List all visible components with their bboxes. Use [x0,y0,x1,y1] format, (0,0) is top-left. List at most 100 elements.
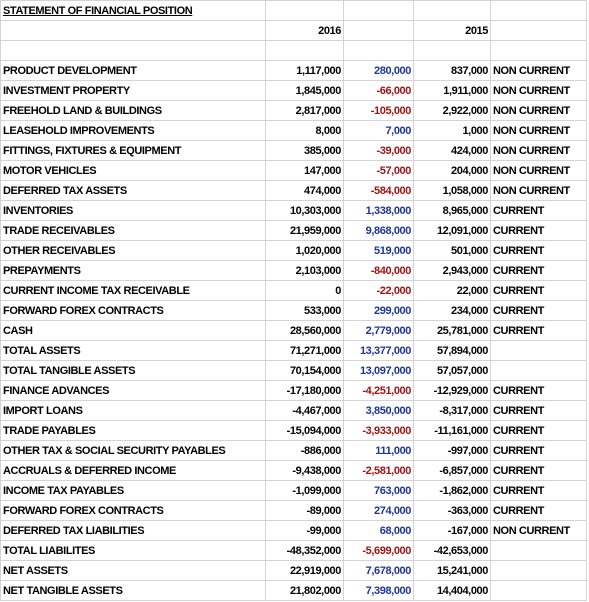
amount-2016: 385,000 [265,140,344,161]
table-row: TOTAL ASSETS 71,271,000 13,377,000 57,894,0… [0,340,587,361]
amount-2016: 533,000 [265,300,344,321]
table-row: INVESTMENT PROPERTY 1,845,000 -66,000 1,911… [0,80,587,101]
row-label: NET ASSETS [0,560,266,581]
classification: CURRENT [490,240,587,261]
amount-2015: -42,653,000 [413,540,491,561]
classification: CURRENT [490,220,587,241]
row-label: IMPORT LOANS [0,400,266,421]
amount-2015: 57,057,000 [413,360,491,381]
change: -39,000 [343,140,414,161]
classification: NON CURRENT [490,520,587,541]
row-label: PREPAYMENTS [0,260,266,281]
change: -57,000 [343,160,414,181]
amount-2015: -8,317,000 [413,400,491,421]
classification: CURRENT [490,300,587,321]
row-label: FORWARD FOREX CONTRACTS [0,500,266,521]
amount-2016: -9,438,000 [265,460,344,481]
empty-cell [490,580,587,601]
amount-2015: 204,000 [413,160,491,181]
amount-2016: -48,352,000 [265,540,344,561]
classification: NON CURRENT [490,100,587,121]
amount-2015: 1,058,000 [413,180,491,201]
classification: NON CURRENT [490,120,587,141]
row-label: LEASEHOLD IMPROVEMENTS [0,120,266,141]
change: -66,000 [343,80,414,101]
row-label: OTHER TAX & SOCIAL SECURITY PAYABLES [0,440,266,461]
row-label: PRODUCT DEVELOPMENT [0,60,266,81]
year-row: 2016 2015 [0,20,587,41]
row-label: FORWARD FOREX CONTRACTS [0,300,266,321]
change: 13,097,000 [343,360,414,381]
table-row: TOTAL TANGIBLE ASSETS 70,154,000 13,097,00… [0,360,587,381]
amount-2015: 2,922,000 [413,100,491,121]
amount-2015: -6,857,000 [413,460,491,481]
change: -22,000 [343,280,414,301]
amount-2015: -1,862,000 [413,480,491,501]
year-header: 2015 [413,20,491,41]
amount-2015: 15,241,000 [413,560,491,581]
table-row: FITTINGS, FIXTURES & EQUIPMENT 385,000 -39… [0,140,587,161]
change: -4,251,000 [343,380,414,401]
amount-2015: 2,943,000 [413,260,491,281]
classification: CURRENT [490,260,587,281]
change: 299,000 [343,300,414,321]
empty-cell [490,540,587,561]
amount-2015: -167,000 [413,520,491,541]
change: -2,581,000 [343,460,414,481]
year-header: 2016 [265,20,344,41]
classification: CURRENT [490,420,587,441]
change: -3,933,000 [343,420,414,441]
row-label: FINANCE ADVANCES [0,380,266,401]
table-row: LEASEHOLD IMPROVEMENTS 8,000 7,000 1,000 NON… [0,120,587,141]
amount-2016: 1,117,000 [265,60,344,81]
table-row: FREEHOLD LAND & BUILDINGS 2,817,000 -105,0… [0,100,587,121]
classification: CURRENT [490,500,587,521]
empty-cell [490,360,587,381]
table-row: FINANCE ADVANCES -17,180,000 -4,251,000 -12… [0,380,587,401]
row-label: TOTAL LIABILITES [0,540,266,561]
amount-2015: 22,000 [413,280,491,301]
amount-2015: -12,929,000 [413,380,491,401]
amount-2016: 0 [265,280,344,301]
classification: CURRENT [490,380,587,401]
empty-cell [490,340,587,361]
amount-2015: -11,161,000 [413,420,491,441]
change: -105,000 [343,100,414,121]
change: 111,000 [343,440,414,461]
amount-2015: 424,000 [413,140,491,161]
amount-2016: 70,154,000 [265,360,344,381]
row-label: TOTAL ASSETS [0,340,266,361]
table-row: DEFERRED TAX ASSETS 474,000 -584,000 1,058,… [0,180,587,201]
amount-2016: -4,467,000 [265,400,344,421]
row-label: FREEHOLD LAND & BUILDINGS [0,100,266,121]
classification: CURRENT [490,400,587,421]
row-label: DEFERRED TAX LIABILITIES [0,520,266,541]
classification: CURRENT [490,460,587,481]
table-row: CASH 28,560,000 2,779,000 25,781,000 CURRENT [0,320,587,341]
change: 274,000 [343,500,414,521]
change: 1,338,000 [343,200,414,221]
table-row: FORWARD FOREX CONTRACTS -89,000 274,000 -36… [0,500,587,521]
amount-2016: 71,271,000 [265,340,344,361]
change: -840,000 [343,260,414,281]
amount-2015: 837,000 [413,60,491,81]
table-row: TOTAL LIABILITES -48,352,000 -5,699,000 -42… [0,540,587,561]
amount-2016: 28,560,000 [265,320,344,341]
classification: CURRENT [490,480,587,501]
row-label: DEFERRED TAX ASSETS [0,180,266,201]
change: 68,000 [343,520,414,541]
table-row: IMPORT LOANS -4,467,000 3,850,000 -8,317,00… [0,400,587,421]
classification: NON CURRENT [490,160,587,181]
change: -584,000 [343,180,414,201]
amount-2015: -363,000 [413,500,491,521]
amount-2015: 57,894,000 [413,340,491,361]
row-label: OTHER RECEIVABLES [0,240,266,261]
classification: NON CURRENT [490,140,587,161]
table-row: NET TANGIBLE ASSETS 21,802,000 7,398,000 14… [0,580,587,601]
amount-2016: 147,000 [265,160,344,181]
classification: NON CURRENT [490,60,587,81]
change: 13,377,000 [343,340,414,361]
classification: CURRENT [490,280,587,301]
change: 7,000 [343,120,414,141]
